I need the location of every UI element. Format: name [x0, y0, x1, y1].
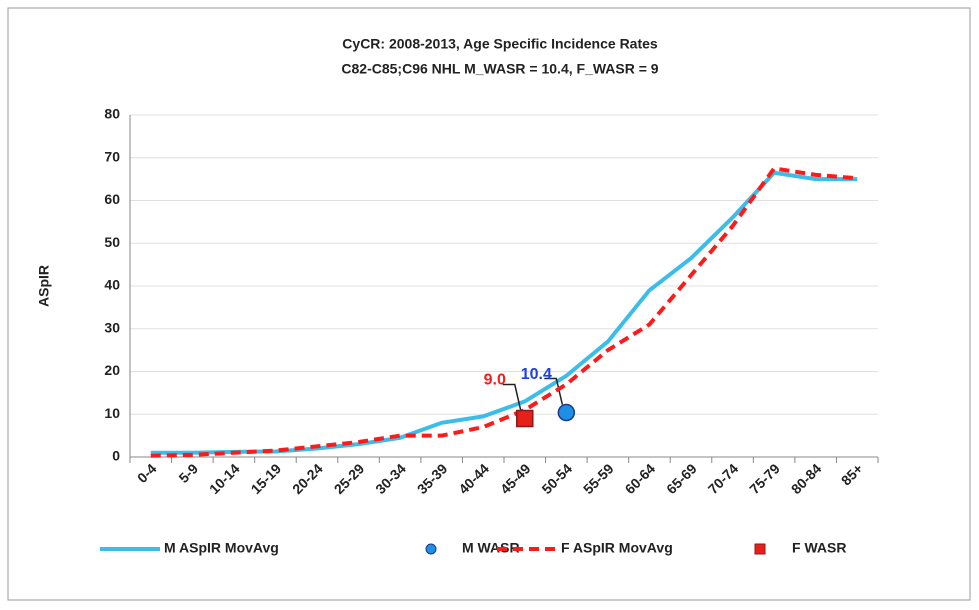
series-line — [150, 166, 858, 458]
marker — [557, 403, 576, 422]
y-axis-label: ASpIR — [36, 265, 52, 307]
legend-label: M WASR — [462, 540, 520, 556]
chart-title: CyCR: 2008-2013, Age Specific Incidence … — [342, 36, 658, 52]
y-tick-label: 60 — [104, 191, 120, 207]
legend-label: M ASpIR MovAvg — [164, 540, 279, 556]
leader-line — [502, 383, 522, 411]
y-tick-label: 20 — [104, 362, 120, 378]
legend-label: F ASpIR MovAvg — [561, 540, 673, 556]
y-tick-label: 80 — [104, 106, 120, 122]
leader-line — [544, 377, 564, 405]
y-tick-label: 30 — [104, 319, 120, 335]
legend-swatch — [754, 543, 766, 555]
y-tick-label: 10 — [104, 405, 120, 421]
y-tick-label: 50 — [104, 234, 120, 250]
legend-label: F WASR — [792, 540, 846, 556]
chart-subtitle: C82-C85;C96 NHL M_WASR = 10.4, F_WASR = … — [341, 61, 658, 77]
chart-frame — [7, 7, 971, 601]
y-tick-label: 0 — [112, 448, 120, 464]
data-label: 9.0 — [484, 372, 506, 389]
y-tick-label: 40 — [104, 277, 120, 293]
legend-swatch — [425, 543, 437, 555]
y-tick-label: 70 — [104, 148, 120, 164]
marker — [516, 409, 534, 428]
data-label: 10.4 — [521, 366, 552, 383]
